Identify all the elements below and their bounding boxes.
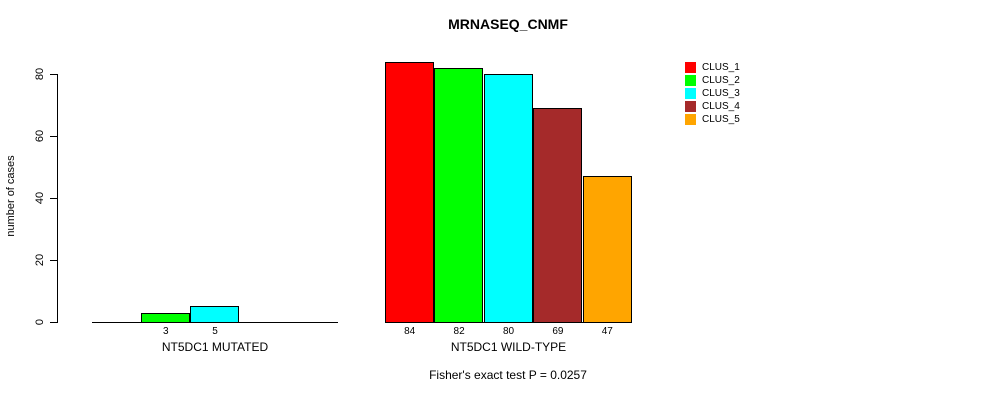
legend-item-CLUS_4: CLUS_4 [685, 100, 740, 113]
y-tick-mark [50, 198, 57, 199]
legend-item-CLUS_5: CLUS_5 [685, 113, 740, 126]
legend-label: CLUS_2 [702, 75, 740, 86]
bar-value-label: 69 [552, 326, 564, 337]
legend-item-CLUS_2: CLUS_2 [685, 74, 740, 87]
group-label-wild-type: NT5DC1 WILD-TYPE [450, 340, 567, 354]
bar-value-label: 84 [404, 326, 416, 337]
y-tick-mark [50, 74, 57, 75]
bar-value-label: 80 [502, 326, 515, 337]
bar-CLUS_4-wild-type [533, 108, 582, 323]
legend-item-CLUS_1: CLUS_1 [685, 61, 740, 74]
y-tick-mark [50, 136, 57, 137]
legend-swatch-icon [685, 62, 696, 73]
bar-value-label: 47 [601, 326, 613, 337]
chart-title: MRNASEQ_CNMF [448, 16, 568, 32]
y-tick-label: 20 [34, 253, 46, 267]
legend-label: CLUS_3 [702, 88, 740, 99]
y-tick-label: 80 [34, 67, 46, 81]
y-axis-line [57, 74, 58, 323]
y-tick-label: 60 [34, 129, 46, 143]
legend-label: CLUS_4 [702, 101, 740, 112]
bar-CLUS_1-wild-type [385, 62, 434, 323]
bar-CLUS_3-mutated [190, 306, 239, 323]
legend-label: CLUS_1 [702, 62, 740, 73]
y-tick-mark [50, 322, 57, 323]
legend-swatch-icon [685, 101, 696, 112]
bar-CLUS_5-wild-type [583, 176, 632, 323]
bar-value-label: 3 [163, 326, 169, 337]
legend-item-CLUS_3: CLUS_3 [685, 87, 740, 100]
y-axis-label: number of cases [5, 155, 17, 237]
bar-CLUS_3-wild-type [484, 74, 533, 323]
legend-label: CLUS_5 [702, 114, 740, 125]
bar-value-label: 5 [212, 326, 218, 337]
bar-value-label: 82 [453, 326, 465, 337]
legend: CLUS_1 CLUS_2 CLUS_3 CLUS_4 CLUS_5 [685, 61, 740, 126]
y-tick-mark [50, 260, 57, 261]
bar-CLUS_2-wild-type [434, 68, 483, 323]
y-tick-label: 0 [34, 318, 46, 326]
bar-CLUS_2-mutated [141, 313, 190, 323]
fishers-test-annotation: Fisher's exact test P = 0.0257 [429, 368, 587, 382]
y-tick-label: 40 [34, 191, 46, 205]
group-label-mutated: NT5DC1 MUTATED [161, 340, 269, 354]
legend-swatch-icon [685, 114, 696, 125]
legend-swatch-icon [685, 75, 696, 86]
legend-swatch-icon [685, 88, 696, 99]
